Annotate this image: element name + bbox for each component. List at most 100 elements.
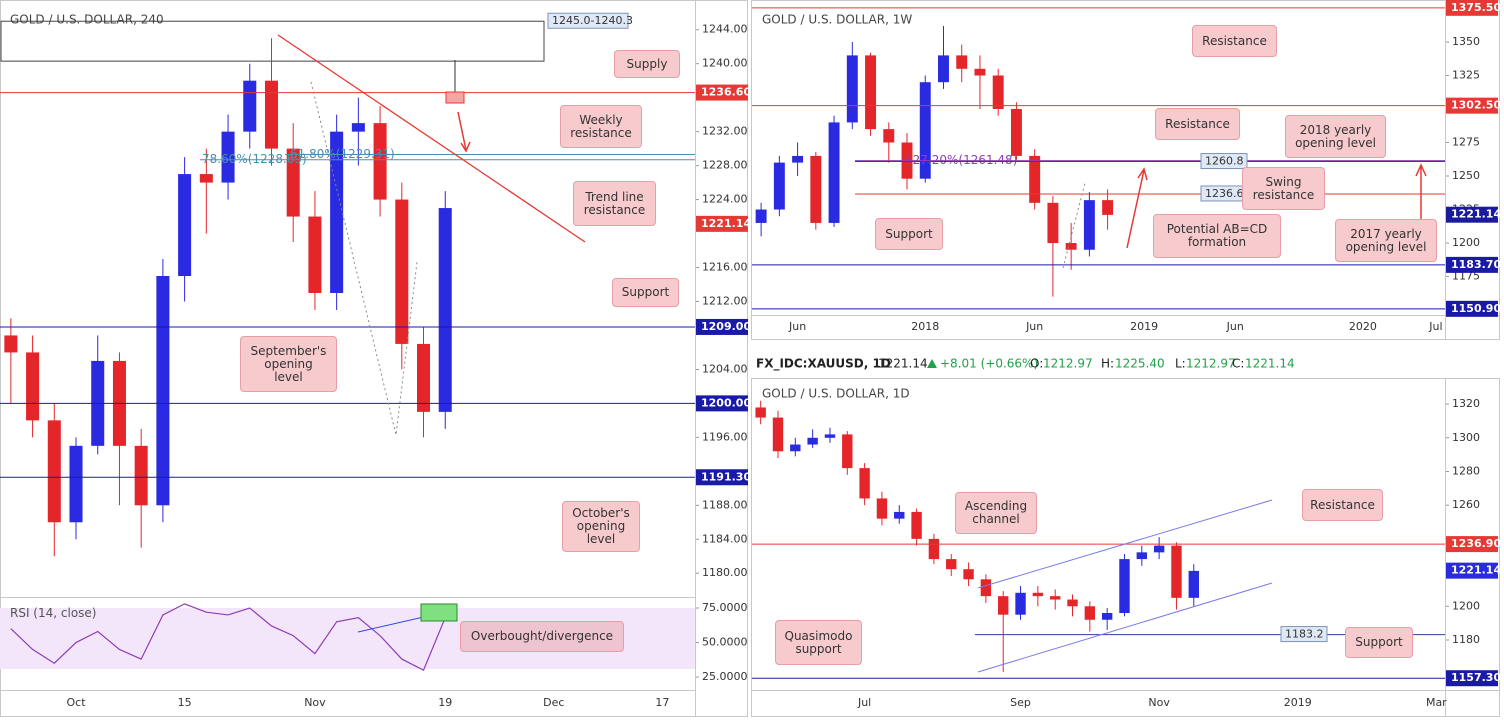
- candle-body: [1032, 592, 1044, 597]
- x-tick-label: 2018: [911, 320, 939, 333]
- info-o: 1212.97: [1043, 357, 1093, 371]
- y-tick-label: 1244.00: [702, 23, 748, 36]
- info-symbol: FX_IDC:XAUUSD, 1D: [756, 357, 891, 372]
- price-tag: [1446, 536, 1498, 553]
- channel-line: [977, 499, 1273, 589]
- candle-body: [773, 162, 785, 210]
- x-tick-label: 2019: [1130, 320, 1158, 333]
- x-tick-label: Nov: [1148, 696, 1170, 709]
- info-last: 1221.14: [878, 357, 928, 371]
- x-tick-label: 17: [655, 696, 669, 709]
- level-label: 1236.6: [1205, 187, 1244, 200]
- callout: 2018 yearly opening level: [1285, 115, 1386, 158]
- candle-body: [946, 559, 957, 570]
- candle-body: [998, 596, 1009, 615]
- candle-body: [828, 122, 840, 223]
- x-tick-label: Sep: [1010, 696, 1031, 709]
- x-tick-label: Oct: [67, 696, 87, 709]
- candle-body: [928, 538, 940, 560]
- candle-body: [755, 209, 767, 223]
- candle-body: [883, 129, 895, 143]
- candle-body: [1188, 570, 1199, 598]
- price-tag: [696, 215, 748, 232]
- y-tick-label: 1184.00: [702, 532, 748, 545]
- x-tick-label: Jul: [1428, 320, 1442, 333]
- overbought-marker: [420, 603, 458, 622]
- price-tag-label: 1375.50: [1451, 1, 1501, 14]
- candle-body: [956, 55, 968, 69]
- x-tick-label: Mar: [1426, 696, 1447, 709]
- price-tag: [1446, 670, 1498, 687]
- callout: Resistance: [1155, 108, 1240, 140]
- callout: Support: [875, 218, 943, 250]
- level-label: 1183.2: [1285, 628, 1324, 641]
- candle-body: [4, 335, 18, 353]
- price-tag: [1446, 97, 1498, 114]
- price-tag: [696, 318, 748, 335]
- candle-body: [199, 174, 213, 183]
- price-tag-label: 1157.30: [1451, 671, 1501, 684]
- y-tick-label: 1228.00: [702, 159, 748, 172]
- price-tag-label: 1221.14: [1451, 564, 1501, 577]
- y-tick-label: 1232.00: [702, 125, 748, 138]
- y-tick-label: 50.0000: [702, 636, 748, 649]
- x-tick-label: Jun: [1226, 320, 1244, 333]
- zone-label-box: [547, 12, 629, 29]
- price-tag-label: 1236.60: [701, 86, 751, 99]
- candle-body: [824, 434, 836, 438]
- y-tick-label: 1204.00: [702, 362, 748, 375]
- callout: Ascending channel: [955, 492, 1037, 534]
- callout: 2017 yearly opening level: [1335, 219, 1437, 262]
- y-tick-label: 1196.00: [702, 430, 748, 443]
- rsi-line: [10, 603, 446, 671]
- candle-body: [1153, 545, 1165, 553]
- price-tag-label: 1209.00: [701, 320, 751, 333]
- callout: Resistance: [1302, 489, 1383, 521]
- y-tick-label: 1250: [1452, 169, 1480, 182]
- price-tag: [1446, 206, 1498, 223]
- candle-body: [1010, 109, 1022, 156]
- zone-label: 1245.0-1240.3: [552, 14, 633, 27]
- candle-body: [876, 498, 888, 519]
- price-tag-label: 1183.70: [1451, 258, 1501, 271]
- marker: [445, 91, 465, 104]
- candle-body: [134, 445, 148, 506]
- candle-body: [308, 216, 322, 293]
- callout: Potential AB=CD formation: [1153, 214, 1281, 258]
- y-tick-label: 1224.00: [702, 193, 748, 206]
- panel-frame: [751, 0, 1500, 340]
- callout: September's opening level: [240, 336, 337, 392]
- candle-body: [69, 445, 83, 523]
- candle-body: [1047, 202, 1059, 244]
- y-tick-label: 1350: [1452, 35, 1480, 48]
- price-tag: [1446, 562, 1498, 579]
- candle-body: [810, 155, 822, 223]
- panel-frame: [0, 0, 748, 717]
- abcd-pattern: [310, 81, 418, 436]
- candle-body: [351, 123, 365, 132]
- x-tick-label: Dec: [543, 696, 564, 709]
- x-tick-label: Jun: [788, 320, 806, 333]
- candle-body: [26, 352, 40, 421]
- callout: Support: [612, 278, 679, 307]
- x-tick-label: 2019: [1284, 696, 1312, 709]
- price-tag-label: 1191.30: [701, 470, 751, 483]
- candle-body: [395, 199, 409, 344]
- info-l: 1212.97: [1186, 357, 1236, 371]
- candle-body: [772, 417, 784, 452]
- channel-line: [977, 582, 1273, 673]
- up-arrow-icon: [927, 359, 937, 368]
- candle-body: [992, 75, 1004, 110]
- candle-body: [221, 131, 235, 183]
- callout: Overbought/divergence: [460, 621, 624, 652]
- info-change: +8.01 (+0.66%): [940, 357, 1038, 371]
- callout: Swing resistance: [1242, 167, 1325, 210]
- price-tag: [696, 395, 748, 412]
- y-tick-label: 1188.00: [702, 498, 748, 511]
- x-tick-label: 15: [178, 696, 192, 709]
- level-label: 1260.8: [1205, 155, 1244, 168]
- candle-body: [47, 420, 61, 523]
- rsi-label: RSI (14, close): [10, 606, 97, 620]
- price-tag-label: 1150.90: [1451, 302, 1501, 315]
- candle-body: [1119, 559, 1130, 614]
